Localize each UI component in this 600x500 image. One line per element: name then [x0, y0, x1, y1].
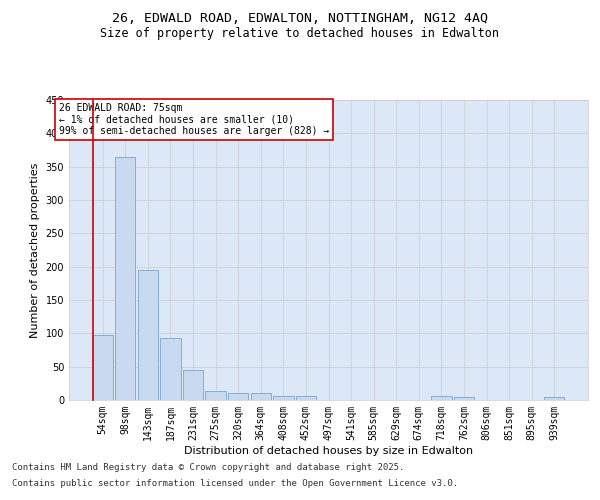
X-axis label: Distribution of detached houses by size in Edwalton: Distribution of detached houses by size …: [184, 446, 473, 456]
Bar: [454, 396, 474, 400]
Text: 26, EDWALD ROAD, EDWALTON, NOTTINGHAM, NG12 4AQ: 26, EDWALD ROAD, EDWALTON, NOTTINGHAM, N…: [112, 12, 488, 26]
Bar: [228, 392, 248, 400]
Bar: [138, 270, 158, 400]
Bar: [296, 396, 316, 400]
Bar: [251, 392, 271, 400]
Bar: [115, 158, 136, 400]
Text: 26 EDWALD ROAD: 75sqm
← 1% of detached houses are smaller (10)
99% of semi-detac: 26 EDWALD ROAD: 75sqm ← 1% of detached h…: [59, 103, 329, 136]
Text: Contains public sector information licensed under the Open Government Licence v3: Contains public sector information licen…: [12, 478, 458, 488]
Bar: [160, 338, 181, 400]
Bar: [92, 334, 113, 400]
Bar: [273, 396, 293, 400]
Bar: [544, 398, 565, 400]
Y-axis label: Number of detached properties: Number of detached properties: [30, 162, 40, 338]
Bar: [431, 396, 452, 400]
Bar: [205, 390, 226, 400]
Text: Size of property relative to detached houses in Edwalton: Size of property relative to detached ho…: [101, 28, 499, 40]
Bar: [183, 370, 203, 400]
Text: Contains HM Land Registry data © Crown copyright and database right 2025.: Contains HM Land Registry data © Crown c…: [12, 464, 404, 472]
